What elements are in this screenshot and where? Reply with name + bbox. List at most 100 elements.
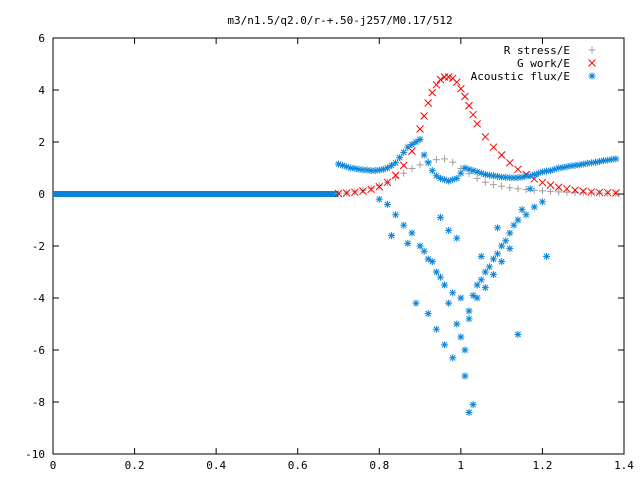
acoustic-flux-e-point [436, 273, 444, 281]
g-work-e-point [514, 165, 522, 174]
acoustic-flux-e-point [465, 315, 473, 323]
g-work-e-point [563, 184, 571, 193]
g-work-e-point [481, 132, 490, 141]
r-stress-e-point [441, 155, 449, 163]
acoustic-flux-e-point [404, 239, 412, 247]
acoustic-flux-e-point [461, 346, 469, 354]
acoustic-flux-e-point [351, 165, 359, 173]
acoustic-flux-e-point [383, 200, 391, 208]
acoustic-flux-e-point [388, 232, 396, 240]
acoustic-flux-e-point [477, 169, 485, 177]
y-tick-label: -4 [32, 292, 46, 305]
axis-ticks: 0 0.2 0.4 0.6 0.8 1 1.2 1.4 -10 -8 -6 -4 -2 0 2 4 6 [25, 32, 634, 472]
g-work-e-point [334, 189, 343, 198]
acoustic-flux-e-point [473, 281, 481, 289]
acoustic-flux-e-point [489, 271, 497, 279]
acoustic-flux-e-point [453, 234, 461, 242]
g-work-e-point [424, 99, 433, 107]
plot-frame [52, 37, 625, 455]
g-work-e-point [452, 78, 461, 87]
acoustic-flux-e-point [416, 242, 424, 250]
acoustic-flux-e-point [518, 206, 526, 214]
g-work-e-point [440, 73, 449, 81]
acoustic-flux-e-point [543, 252, 551, 260]
acoustic-flux-e-point [502, 237, 510, 245]
r-stress-e-point [555, 188, 563, 196]
g-work-e-point [538, 178, 547, 187]
acoustic-flux-e-point [498, 242, 506, 250]
g-work-e-point [350, 188, 359, 197]
acoustic-flux-baseline [53, 191, 339, 197]
g-work-e-point [416, 125, 424, 133]
g-work-e-point [359, 187, 367, 195]
acoustic-flux-e-point [489, 255, 497, 263]
acoustic-flux-e-point [355, 165, 363, 173]
g-work-e-point [546, 181, 555, 190]
legend-entry-label: G work/E [517, 57, 570, 70]
g-work-e-point [375, 182, 384, 191]
legend-marker [588, 46, 596, 54]
acoustic-flux-e-point [494, 224, 502, 232]
r-stress-e-point [538, 187, 546, 195]
acoustic-flux-e-point [392, 211, 400, 219]
g-work-e-point [554, 183, 563, 192]
acoustic-flux-e-point [518, 173, 526, 181]
g-work-e-point [611, 189, 620, 197]
g-work-e-point [489, 143, 498, 152]
g-work-e-point [420, 112, 429, 120]
y-tick-label: -10 [25, 448, 45, 461]
acoustic-flux-e-point [424, 310, 432, 318]
r-stress-e-point [408, 165, 416, 173]
acoustic-flux-e-point [392, 159, 400, 167]
x-tick-label: 0 [50, 459, 57, 472]
r-stress-e-point [416, 161, 424, 169]
r-stress-e-point [579, 189, 587, 197]
legend-entry-label: Acoustic flux/E [471, 70, 570, 83]
acoustic-flux-e-point [457, 333, 465, 341]
r-stress-e-point [449, 158, 457, 166]
chart-title: m3/n1.5/q2.0/r-+.50-j257/M0.17/512 [227, 14, 452, 27]
g-work-e-point [505, 158, 514, 167]
acoustic-flux-e-point [408, 229, 416, 237]
g-work-e-point [342, 189, 351, 197]
acoustic-flux-e-point [457, 169, 465, 177]
r-stress-e-point [359, 186, 367, 194]
g-work-e-point [391, 171, 400, 180]
acoustic-flux-e-point [494, 250, 502, 258]
acoustic-flux-e-point [465, 307, 473, 315]
acoustic-flux-e-point [465, 408, 473, 416]
x-tick-label: 1.4 [614, 459, 634, 472]
g-work-e-point [595, 188, 604, 197]
acoustic-flux-e-point [441, 341, 449, 349]
data-marks [53, 73, 620, 416]
acoustic-flux-e-point [522, 211, 530, 219]
g-work-e-point [603, 188, 612, 197]
acoustic-flux-e-point [408, 141, 416, 149]
r-stress-e-point [587, 189, 595, 197]
y-tick-label: -6 [32, 344, 45, 357]
x-tick-label: 0.2 [125, 459, 145, 472]
acoustic-flux-e-point [612, 155, 620, 163]
legend-marker [588, 72, 596, 80]
g-work-e-point [579, 187, 588, 195]
g-work-e-point [461, 92, 469, 101]
acoustic-flux-e-point [424, 255, 432, 263]
acoustic-flux-e-point [432, 325, 440, 333]
y-tick-label: 2 [38, 136, 45, 149]
g-work-e-point [497, 151, 506, 159]
r-stress-e-point [489, 181, 497, 189]
y-tick-label: -2 [32, 240, 45, 253]
g-work-e-point [432, 80, 441, 89]
r-stress-e-point [367, 184, 375, 192]
acoustic-flux-e-point [538, 198, 546, 206]
acoustic-flux-e-point [436, 213, 444, 221]
legend-entry-label: R stress/E [504, 44, 570, 57]
legend-marker [588, 59, 596, 67]
acoustic-flux-e-point [477, 276, 485, 284]
acoustic-flux-e-point [498, 258, 506, 266]
acoustic-flux-e-point [469, 401, 477, 409]
acoustic-flux-e-point [449, 289, 457, 297]
acoustic-flux-e-point [412, 299, 420, 307]
acoustic-flux-e-point [481, 268, 489, 276]
acoustic-flux-e-point [396, 154, 404, 162]
